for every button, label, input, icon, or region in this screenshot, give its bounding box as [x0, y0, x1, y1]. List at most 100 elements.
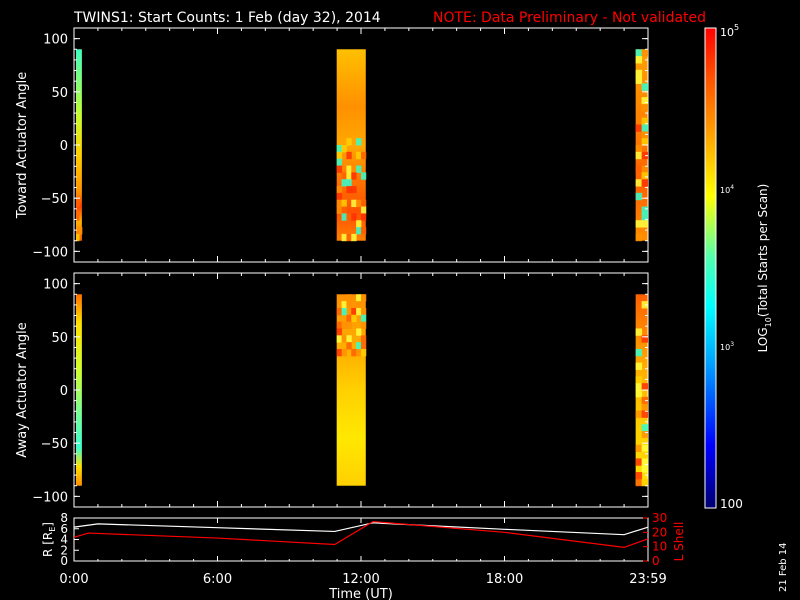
data-cell [360, 213, 367, 221]
data-cell [641, 431, 649, 439]
data-cell [351, 233, 357, 242]
data-cell [641, 437, 649, 446]
data-cell [641, 83, 649, 91]
data-cell [346, 179, 352, 187]
data-cell [635, 76, 643, 84]
data-cell [346, 314, 352, 323]
x-axis-label: Time (UT) [328, 587, 393, 600]
data-cell [641, 396, 649, 405]
y-axis-label: R [RE] [41, 522, 57, 557]
data-cell [360, 294, 367, 302]
data-cell [356, 307, 362, 316]
data-cell [635, 478, 643, 487]
y-tick-label: 50 [51, 86, 68, 101]
data-cell [76, 199, 80, 208]
data-cell [346, 321, 352, 329]
data-cell [336, 307, 343, 316]
x-tick-label: 23:59 [629, 572, 666, 587]
data-cell [641, 301, 649, 309]
data-cell [341, 199, 347, 208]
data-cell [341, 179, 347, 187]
y-tick-label: 0 [60, 554, 68, 568]
data-cell [336, 206, 343, 214]
data-cell [336, 165, 343, 173]
data-cell [635, 233, 643, 242]
data-cell [356, 151, 362, 160]
data-cell [351, 186, 357, 194]
data-cell [341, 321, 347, 329]
data-cell [635, 145, 643, 153]
data-cell [641, 124, 649, 132]
data-cell [635, 151, 643, 160]
data-cell [641, 117, 649, 125]
y-tick-label: −100 [32, 490, 68, 505]
data-cell [641, 444, 649, 453]
data-cell [635, 220, 643, 228]
data-cell [641, 410, 649, 418]
data-cell [346, 335, 352, 343]
data-cell [635, 328, 643, 336]
data-cell [346, 294, 352, 302]
data-cell [351, 348, 357, 357]
data-cell [341, 213, 347, 221]
data-cell [360, 227, 367, 235]
data-cell [635, 49, 643, 57]
data-cell [360, 172, 367, 180]
y-tick-label: −100 [32, 245, 68, 260]
data-cell [360, 151, 367, 160]
data-cell [76, 213, 80, 221]
data-cell [341, 172, 347, 180]
series-line [73, 520, 649, 548]
data-cell [635, 165, 643, 173]
data-cell [346, 172, 352, 180]
data-cell [635, 383, 643, 391]
data-cell [641, 465, 649, 473]
y-tick-label: 8 [60, 511, 68, 525]
data-cell [360, 342, 367, 350]
data-cell [641, 478, 649, 487]
colorbar-tick-low: 103 [720, 341, 734, 352]
data-cell [360, 335, 367, 343]
data-cell [635, 348, 643, 357]
data-cell [635, 410, 643, 418]
data-cell [635, 472, 643, 480]
data-cell [356, 220, 362, 228]
data-cell [635, 376, 643, 384]
chart-title: TWINS1: Start Counts: 1 Feb (day 32), 20… [73, 10, 381, 26]
chart-note: NOTE: Data Preliminary - Not validated [433, 10, 706, 26]
y-tick-label: 0 [60, 384, 68, 399]
y2-tick-label: 30 [652, 511, 667, 525]
y-tick-label: 100 [43, 278, 68, 293]
x-tick-label: 0:00 [59, 572, 88, 587]
data-cell [360, 321, 367, 329]
data-cell [641, 97, 649, 105]
data-cell [351, 165, 357, 173]
data-cell [635, 390, 643, 398]
data-cell [356, 342, 362, 350]
data-cell [341, 301, 347, 309]
data-cell [346, 151, 352, 160]
data-cell [351, 314, 357, 323]
y2-tick-label: 10 [652, 540, 667, 554]
data-cell [635, 192, 643, 201]
data-cell [346, 233, 352, 242]
data-cell [360, 348, 367, 357]
data-cell [351, 172, 357, 180]
y-tick-label: −50 [41, 192, 68, 207]
data-cell [356, 301, 362, 309]
data-cell [635, 444, 643, 453]
data-cell [641, 131, 649, 139]
x-tick-label: 6:00 [203, 572, 232, 587]
colorbar-scale [704, 27, 717, 509]
data-cell [641, 451, 649, 459]
data-cell [346, 138, 352, 146]
y-tick-label: 4 [60, 533, 68, 547]
y-tick-label: 6 [60, 522, 68, 536]
data-cell [641, 206, 649, 214]
y2-axis-label: L Shell [672, 522, 686, 562]
y-axis-label: Toward Actuator Angle [15, 72, 30, 219]
data-cell [356, 348, 362, 357]
data-cell [635, 458, 643, 466]
data-cell [641, 179, 649, 187]
